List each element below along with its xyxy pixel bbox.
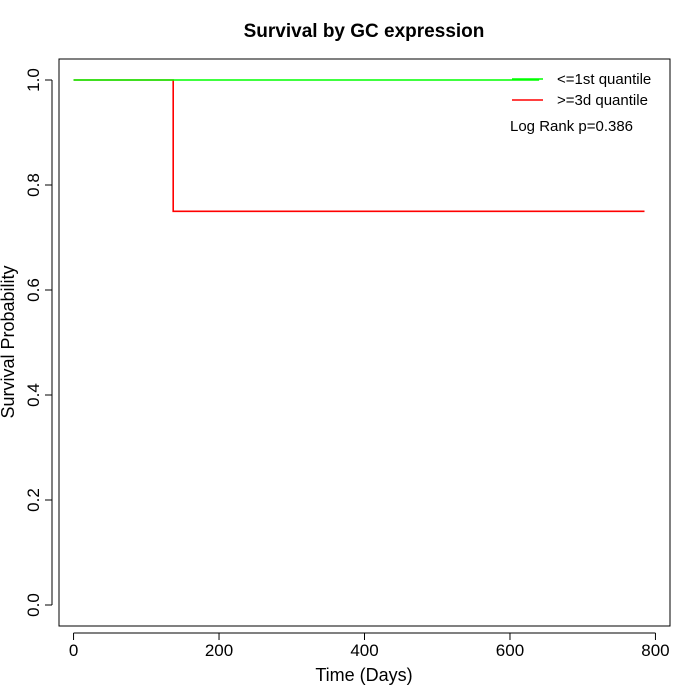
- x-tick-label: 400: [350, 641, 378, 660]
- y-tick-label: 1.0: [24, 68, 43, 92]
- x-tick-label: 200: [205, 641, 233, 660]
- chart-title: Survival by GC expression: [244, 21, 485, 42]
- legend-label-high-quantile: >=3d quantile: [557, 92, 648, 109]
- y-axis-title: Survival Probability: [0, 265, 18, 418]
- log-rank-annotation: Log Rank p=0.386: [510, 118, 633, 135]
- y-tick-label: 0.8: [24, 173, 43, 197]
- y-tick-label: 0.6: [24, 278, 43, 302]
- legend-label-low-quantile: <=1st quantile: [557, 71, 651, 88]
- x-axis-title: Time (Days): [315, 665, 412, 685]
- x-tick-label: 600: [496, 641, 524, 660]
- x-axis: 0 200 400 600 800: [69, 632, 670, 660]
- legend: <=1st quantile >=3d quantile: [512, 71, 651, 109]
- plot-frame: [58, 58, 671, 627]
- y-tick-label: 0.4: [24, 383, 43, 407]
- y-tick-label: 0.0: [24, 593, 43, 617]
- x-tick-label: 0: [69, 641, 78, 660]
- y-axis: 0.0 0.2 0.4 0.6 0.8 1.0: [24, 68, 53, 617]
- y-tick-label: 0.2: [24, 488, 43, 512]
- x-tick-label: 800: [641, 641, 669, 660]
- series-layer: [73, 79, 645, 213]
